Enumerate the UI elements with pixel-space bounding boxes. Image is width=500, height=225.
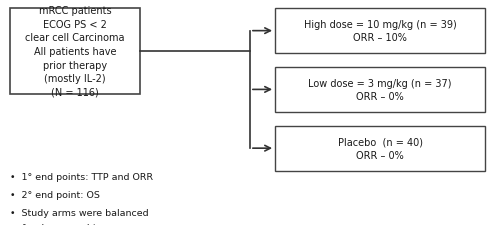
Text: Placebo  (n = 40)
ORR – 0%: Placebo (n = 40) ORR – 0% (338, 137, 422, 160)
Text: •  2° end point: OS: • 2° end point: OS (10, 190, 100, 199)
FancyBboxPatch shape (275, 9, 485, 54)
FancyBboxPatch shape (10, 9, 140, 94)
Text: Low dose = 3 mg/kg (n = 37)
ORR – 0%: Low dose = 3 mg/kg (n = 37) ORR – 0% (308, 78, 452, 102)
FancyBboxPatch shape (275, 126, 485, 171)
FancyBboxPatch shape (275, 68, 485, 112)
Text: High dose = 10 mg/kg (n = 39)
ORR – 10%: High dose = 10 mg/kg (n = 39) ORR – 10% (304, 20, 456, 43)
Text: mRCC patients
ECOG PS < 2
clear cell Carcinoma
All patients have
prior therapy
(: mRCC patients ECOG PS < 2 clear cell Car… (25, 6, 125, 97)
Text: for demographics: for demographics (22, 223, 106, 225)
Text: •  1° end points: TTP and ORR: • 1° end points: TTP and ORR (10, 172, 153, 181)
Text: •  Study arms were balanced: • Study arms were balanced (10, 208, 148, 217)
